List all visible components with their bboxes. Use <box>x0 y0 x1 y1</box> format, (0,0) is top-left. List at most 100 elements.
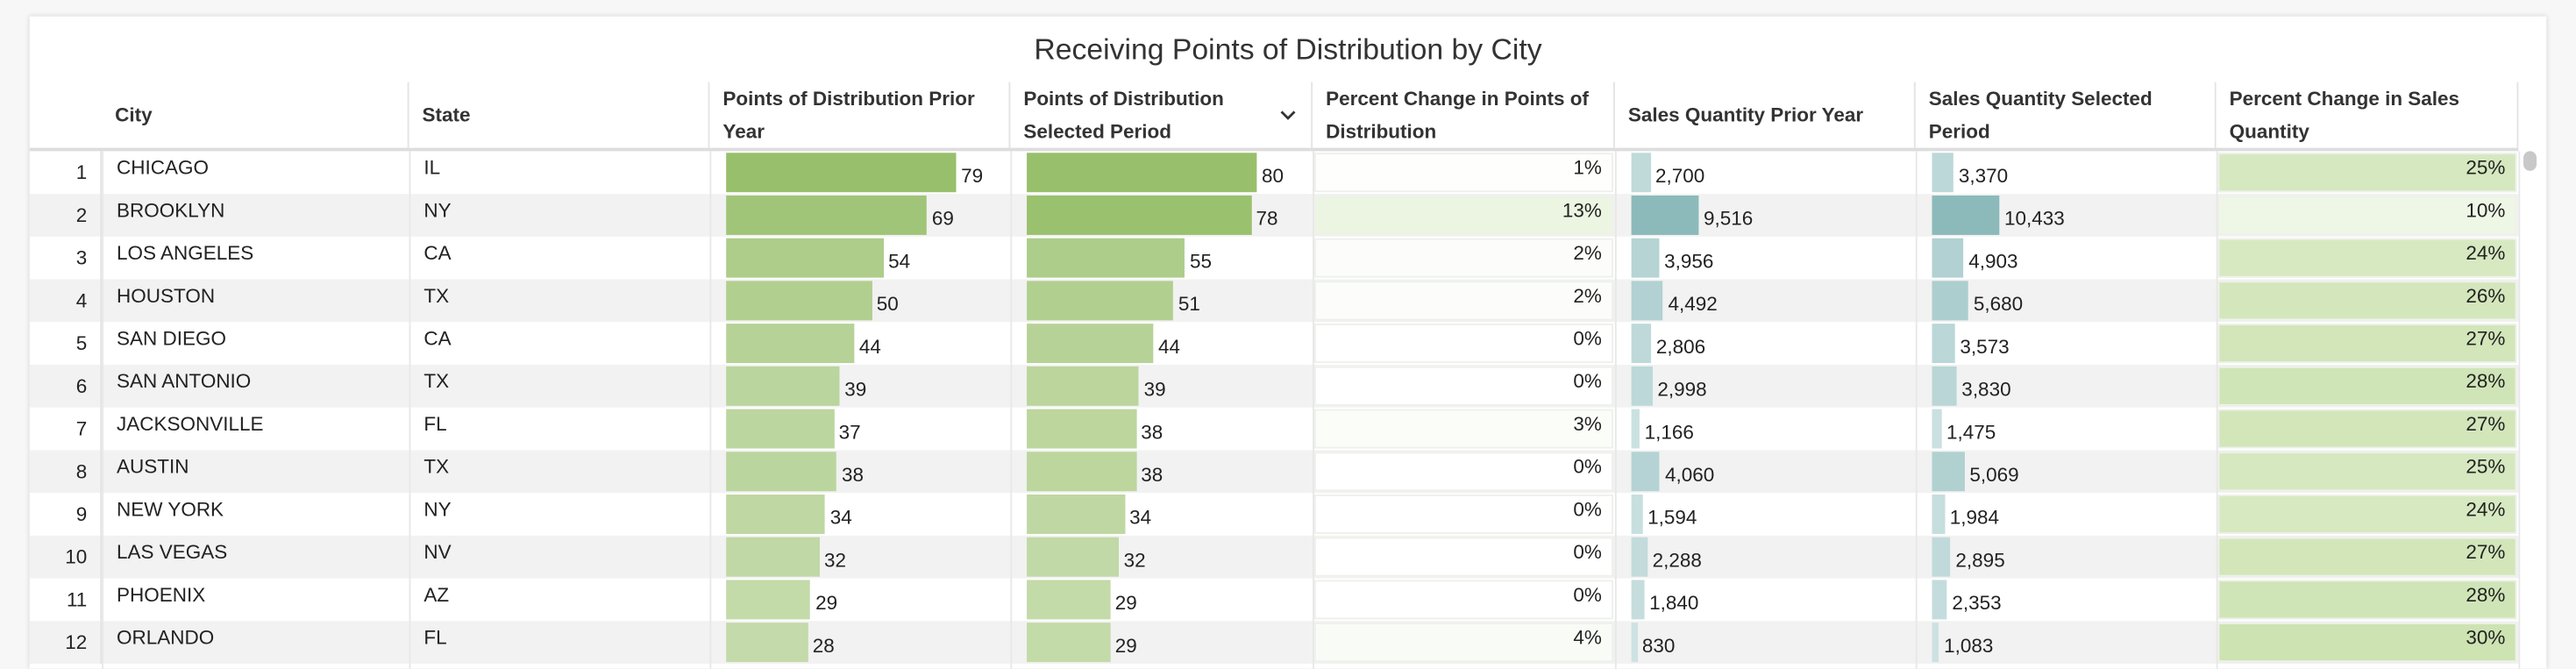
heat-cell <box>1313 494 1613 534</box>
column-divider <box>1313 151 1314 669</box>
value: 5,680 <box>1973 292 2024 316</box>
heat-cell <box>2217 324 2517 364</box>
percent: 2% <box>1573 241 1602 265</box>
value: 10,433 <box>2003 207 2065 231</box>
state: TX <box>423 369 450 393</box>
data-bar <box>1027 281 1174 321</box>
data-bar <box>726 409 835 449</box>
value: 2,700 <box>1655 164 1705 188</box>
data-bar <box>1932 409 1942 449</box>
heat-cell <box>1313 281 1613 321</box>
value: 28 <box>812 634 835 658</box>
scrollbar[interactable] <box>2523 151 2537 171</box>
row-number: 5 <box>30 322 103 365</box>
value: 1,083 <box>1944 634 1994 658</box>
data-bar <box>1027 238 1185 278</box>
state: CA <box>423 241 452 265</box>
city: ORLANDO <box>117 625 215 650</box>
percent: 27% <box>2466 540 2506 564</box>
heat-cell <box>2217 195 2517 235</box>
data-bar <box>726 366 840 406</box>
heat-cell <box>1313 324 1613 364</box>
city: SAN DIEGO <box>117 326 226 351</box>
percent: 27% <box>2466 326 2506 351</box>
percent: 28% <box>2466 583 2506 607</box>
value: 2,353 <box>1952 591 2002 615</box>
data-bar <box>1932 452 1965 492</box>
column-header[interactable]: Points of Distribution Selected Period <box>1010 82 1313 148</box>
value: 50 <box>876 292 899 316</box>
percent: 13% <box>1562 198 1602 222</box>
state: FL <box>423 625 447 650</box>
data-bar <box>1932 366 1957 406</box>
data-bar <box>726 324 855 364</box>
heat-cell <box>2217 238 2517 278</box>
value: 34 <box>1129 506 1152 530</box>
row-stripe <box>29 621 2519 664</box>
data-bar <box>1631 452 1661 492</box>
column-divider <box>709 151 712 669</box>
percent: 30% <box>2466 625 2506 650</box>
city: AUSTIN <box>117 455 189 479</box>
percent: 10% <box>2466 198 2506 222</box>
heat-cell <box>2217 281 2517 321</box>
value: 37 <box>838 420 861 444</box>
city: HOUSTON <box>117 284 216 308</box>
percent: 27% <box>2466 412 2506 436</box>
data-bar <box>726 623 808 663</box>
data-bar <box>1631 238 1660 278</box>
percent: 28% <box>2466 369 2506 393</box>
value: 29 <box>1114 591 1137 615</box>
column-header[interactable]: Percent Change in Points of Distribution <box>1313 82 1615 148</box>
sort-icon[interactable] <box>1278 105 1298 125</box>
data-bar <box>1932 623 1939 663</box>
column-header[interactable]: Points of Distribution Prior Year <box>709 82 1011 148</box>
value: 3,573 <box>1960 335 2010 359</box>
heat-cell <box>1313 195 1613 235</box>
percent: 0% <box>1573 369 1602 393</box>
state: NY <box>423 497 452 521</box>
percent: 24% <box>2466 497 2506 521</box>
state: NY <box>423 198 452 222</box>
value: 1,166 <box>1644 420 1694 444</box>
data-bar <box>1932 281 1969 321</box>
value: 29 <box>1114 634 1137 658</box>
column-header[interactable]: City <box>102 82 409 148</box>
value: 78 <box>1256 207 1278 231</box>
value: 34 <box>829 506 852 530</box>
heat-cell <box>1313 153 1613 193</box>
data-bar <box>1932 580 1947 620</box>
data-bar <box>1027 537 1120 577</box>
state: NV <box>423 540 452 564</box>
column-header[interactable]: Percent Change in Sales Quantity <box>2217 82 2519 148</box>
heat-cell <box>1313 409 1613 449</box>
column-divider <box>1915 151 1918 669</box>
row-number: 6 <box>30 364 103 408</box>
value: 44 <box>858 335 881 359</box>
value: 1,984 <box>1949 506 1999 530</box>
data-bar <box>1027 494 1125 534</box>
value: 2,895 <box>1955 548 2005 573</box>
percent: 0% <box>1573 583 1602 607</box>
city: JACKSONVILLE <box>117 412 264 436</box>
data-bar <box>1027 452 1136 492</box>
data-bar <box>726 153 957 193</box>
column-header[interactable]: State <box>409 82 710 148</box>
row-number: 2 <box>30 194 103 237</box>
row-stripe <box>29 535 2519 579</box>
heat-cell <box>2217 452 2517 492</box>
city: BROOKLYN <box>117 198 225 222</box>
column-header[interactable]: Sales Quantity Prior Year <box>1615 82 1916 148</box>
percent: 2% <box>1573 284 1602 308</box>
data-bar <box>1027 409 1136 449</box>
data-bar <box>1631 324 1652 364</box>
percent: 1% <box>1573 156 1602 180</box>
column-header[interactable]: Sales Quantity Selected Period <box>1916 82 2217 148</box>
row-number: 9 <box>30 493 103 536</box>
percent: 25% <box>2466 455 2506 479</box>
percent: 24% <box>2466 241 2506 265</box>
value: 80 <box>1262 164 1284 188</box>
heat-cell <box>2217 366 2517 406</box>
percent: 0% <box>1573 540 1602 564</box>
heat-cell <box>1313 623 1613 663</box>
